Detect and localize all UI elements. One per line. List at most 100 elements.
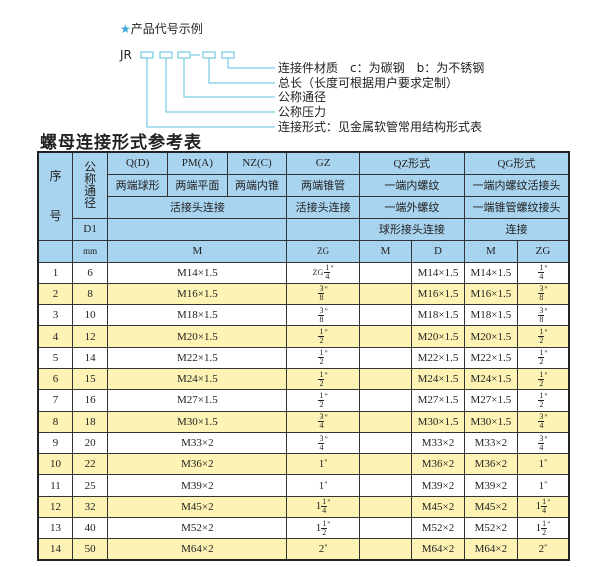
cell-qg-zg: 1 1 4 " [516, 495, 570, 519]
inch-mark: " [547, 498, 551, 508]
cell-dn: 40 [71, 517, 109, 540]
cell-qz-m [358, 538, 413, 561]
header-gz: GZ [286, 151, 360, 175]
inch-mark: " [544, 413, 548, 423]
cell-qg-zg: 1" [516, 453, 570, 476]
header-gz-conn: 活接头连接 [286, 195, 360, 219]
inch-mark: " [324, 434, 328, 444]
table-row: 10 22 M36×2 1" M36×2 M36×2 1" [37, 453, 570, 476]
header-nz-desc: 两端内锥 [226, 173, 288, 197]
inch-mark: " [544, 434, 548, 444]
inch-mark: " [544, 458, 548, 468]
inch-mark: " [324, 349, 328, 359]
cell-zg: 1 2 " [286, 389, 360, 412]
cell-dn: 14 [71, 346, 109, 369]
cell-m: M22×1.5 [107, 346, 288, 369]
inch-mark: " [327, 519, 331, 529]
label-material: 连接件材质 c：为碳钢 b：为不锈钢 [278, 61, 485, 75]
cell-qg-m: M16×1.5 [463, 282, 518, 306]
inch-mark: " [544, 391, 548, 401]
cell-m: M64×2 [107, 538, 288, 561]
header-mm: mm [71, 239, 109, 263]
inch-mark: " [544, 543, 548, 553]
table-row: 7 16 M27×1.5 1 2 " M27×1.5 M27×1.5 1 2 " [37, 389, 570, 412]
header-qg-conn: 一端锥管螺纹接头 [463, 195, 570, 219]
inch-mark: " [324, 479, 328, 489]
cell-dn: 15 [71, 367, 109, 391]
cell-qg-zg: 1 2 " [516, 367, 570, 391]
cell-zg: 3 8 " [286, 282, 360, 306]
table-row: 9 20 M33×2 3 4 " M33×2 M33×2 3 4 " [37, 431, 570, 455]
cell-m: M52×2 [107, 517, 288, 540]
whole: 1 [318, 479, 325, 492]
inch-mark: " [544, 479, 548, 489]
table-row: 4 12 M20×1.5 1 2 " M20×1.5 M20×1.5 1 2 " [37, 325, 570, 348]
inch-mark: " [544, 370, 548, 380]
cell-qz-m [358, 304, 413, 327]
code-prefix: JR [120, 48, 132, 62]
header-pm-desc: 两端平面 [166, 173, 228, 197]
product-code-diagram: ★产品代号示例 JR 连接件材质 c：为碳钢 b：为不锈钢 总长（长度可根据用户… [0, 0, 600, 134]
inch-mark: " [330, 264, 334, 274]
cell-qg-m: M36×2 [463, 453, 518, 476]
cell-qz-m [358, 261, 413, 284]
table-row: 8 18 M30×1.5 3 4 " M30×1.5 M30×1.5 3 4 " [37, 410, 570, 433]
inch-mark: " [324, 413, 328, 423]
cell-dn: 16 [71, 389, 109, 412]
inch-mark: " [327, 498, 331, 508]
header-nominal: 公称通径 [71, 151, 109, 219]
cell-zg: 3 8 " [286, 304, 360, 327]
cell-qg-m: M33×2 [463, 431, 518, 455]
cell-qz-d: M39×2 [411, 474, 465, 497]
header-gz-desc: 两端锥管 [286, 173, 360, 197]
cell-qz-m [358, 431, 413, 455]
cell-dn: 50 [71, 538, 109, 561]
cell-zg: 1 1 4 " [286, 495, 360, 519]
table-row: 1 6 M14×1.5 ZG 1 4 " M14×1.5 M14×1.5 1 4 " [37, 261, 570, 284]
whole: 1 [535, 500, 542, 513]
header-qz: QZ形式 [358, 151, 465, 175]
header-m: M [107, 239, 288, 263]
cell-qz-m [358, 495, 413, 519]
cell-qz-d: M45×2 [411, 495, 465, 519]
inch-mark: " [324, 328, 328, 338]
inch-mark: " [544, 285, 548, 295]
cell-qz-d: M27×1.5 [411, 389, 465, 412]
cell-qg-zg: 1" [516, 474, 570, 497]
cell-qz-m [358, 389, 413, 412]
inch-mark: " [324, 306, 328, 316]
cell-zg: ZG 1 4 " [286, 261, 360, 284]
cell-qz-d: M24×1.5 [411, 367, 465, 391]
cell-m: M24×1.5 [107, 367, 288, 391]
cell-qg-zg: 3 8 " [516, 282, 570, 306]
cell-m: M14×1.5 [107, 261, 288, 284]
cell-qz-m [358, 474, 413, 497]
whole: 2 [538, 543, 545, 556]
cell-dn: 12 [71, 325, 109, 348]
cell-no: 3 [37, 304, 73, 327]
cell-zg: 2" [286, 538, 360, 561]
header-seq-cont [37, 240, 73, 263]
header-qg-desc: 一端内螺纹活接头 [463, 173, 570, 197]
cell-m: M30×1.5 [107, 410, 288, 433]
whole: 1 [538, 458, 545, 471]
cell-qz-d: M20×1.5 [411, 325, 465, 348]
cell-m: M27×1.5 [107, 389, 288, 412]
cell-m: M16×1.5 [107, 282, 288, 306]
table-row: 13 40 M52×2 1 1 2 " M52×2 M52×2 1 1 2 " [37, 517, 570, 540]
zg-prefix: ZG [312, 268, 324, 278]
cell-no: 5 [37, 346, 73, 369]
header-qz-conn: 一端外螺纹 [358, 195, 465, 219]
cell-zg: 1 2 " [286, 346, 360, 369]
cell-qg-m: M14×1.5 [463, 261, 518, 284]
inch-mark: " [544, 264, 548, 274]
cell-dn: 10 [71, 304, 109, 327]
inch-mark: " [324, 458, 328, 468]
